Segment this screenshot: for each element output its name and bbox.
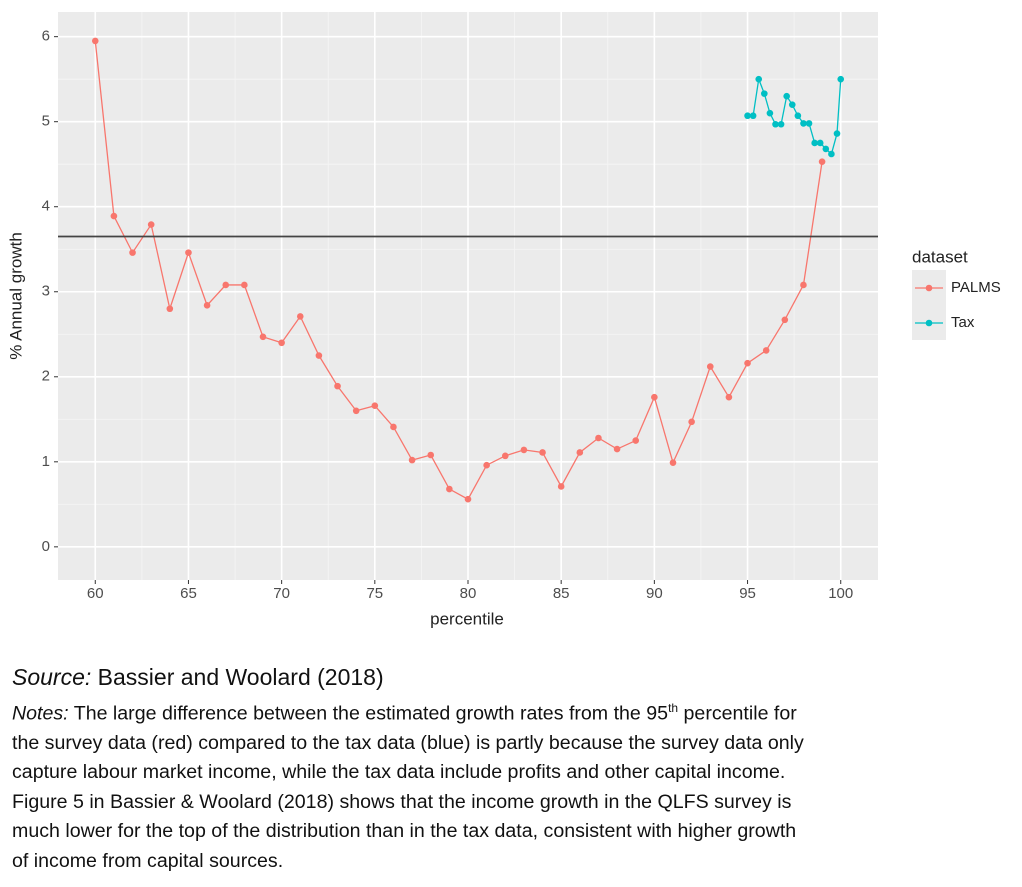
y-axis-label: % Annual growth xyxy=(6,232,25,360)
data-point xyxy=(259,333,267,341)
series-line xyxy=(94,40,823,501)
x-tick-label: 95 xyxy=(739,585,756,602)
x-tick-label: 70 xyxy=(273,585,290,602)
data-point xyxy=(520,446,528,454)
notes-superscript: th xyxy=(668,701,679,715)
y-tick-label: 3 xyxy=(42,283,50,300)
data-point xyxy=(783,92,790,100)
legend-swatch xyxy=(925,319,933,327)
data-point xyxy=(203,302,211,309)
data-point xyxy=(539,449,546,456)
legend-label: PALMS xyxy=(951,279,1001,296)
notes-line: the survey data (red) compared to the ta… xyxy=(12,731,804,754)
data-point xyxy=(166,305,174,313)
data-point xyxy=(427,451,435,459)
data-point xyxy=(110,212,118,220)
y-tick-label: 1 xyxy=(42,453,50,470)
data-point xyxy=(828,150,835,158)
source-text: Bassier and Woolard (2018) xyxy=(91,664,384,690)
data-point xyxy=(800,281,807,289)
x-axis-label: percentile xyxy=(430,609,504,628)
data-point xyxy=(446,485,453,493)
data-point xyxy=(91,37,99,45)
notes-line: Notes: The large difference between the … xyxy=(12,694,1017,729)
data-point xyxy=(595,434,602,442)
data-point xyxy=(800,120,807,127)
data-point xyxy=(772,120,779,128)
source-label: Source: xyxy=(12,664,92,690)
data-point xyxy=(788,101,796,108)
data-point xyxy=(777,120,785,128)
data-point xyxy=(129,249,136,256)
data-point xyxy=(822,145,830,153)
y-tick-label: 6 xyxy=(42,28,50,45)
x-tick-label: 85 xyxy=(553,585,570,602)
data-point xyxy=(794,112,802,120)
data-point xyxy=(147,221,155,228)
x-tick-label: 100 xyxy=(828,585,853,602)
chart: percentile % Annual growth dataset 60 65 7… xyxy=(6,12,1001,628)
notes-line: Figure 5 in Bassier & Woolard (2018) sho… xyxy=(12,790,792,813)
data-point xyxy=(833,130,841,137)
data-point xyxy=(781,316,789,324)
data-point xyxy=(296,313,304,320)
data-point xyxy=(688,418,695,426)
x-tick-label: 75 xyxy=(366,585,383,602)
data-point xyxy=(749,112,757,120)
data-point xyxy=(334,382,341,390)
data-point xyxy=(371,402,379,409)
data-point xyxy=(651,393,658,401)
notes-text: percentile for xyxy=(678,702,797,725)
data-point xyxy=(352,407,360,415)
data-point xyxy=(576,449,584,456)
notes-line: much lower for the top of the distributi… xyxy=(12,820,797,843)
data-point xyxy=(805,120,813,127)
data-point xyxy=(278,339,285,347)
data-point xyxy=(837,75,845,83)
x-tick-label: 60 xyxy=(87,585,104,602)
x-tick-label: 65 xyxy=(180,585,197,602)
data-point xyxy=(818,158,826,165)
notes-line: capture labour market income, while the … xyxy=(12,761,786,784)
data-point xyxy=(483,461,490,469)
data-point xyxy=(185,249,192,256)
legend-swatch xyxy=(925,284,933,292)
notes-text: The large difference between the estimat… xyxy=(68,702,669,725)
legend-label: Tax xyxy=(951,314,975,331)
data-point xyxy=(761,90,768,97)
data-point xyxy=(725,393,733,401)
data-point xyxy=(744,359,751,367)
data-point xyxy=(222,281,230,289)
data-point xyxy=(501,452,509,460)
caption: Source: Bassier and Woolard (2018) Notes… xyxy=(12,660,1017,876)
notes-body: the survey data (red) compared to the ta… xyxy=(12,729,1017,876)
source-line: Source: Bassier and Woolard (2018) xyxy=(12,660,1017,694)
notes-label: Notes: xyxy=(12,702,69,725)
y-tick-label: 5 xyxy=(42,113,50,130)
data-point xyxy=(816,139,824,147)
data-point xyxy=(766,109,774,117)
data-point xyxy=(762,347,770,354)
data-point xyxy=(464,495,472,503)
y-tick-label: 4 xyxy=(42,198,50,215)
y-tick-label: 2 xyxy=(42,368,50,385)
data-point xyxy=(241,281,248,289)
data-point xyxy=(557,483,565,490)
data-point xyxy=(315,352,323,359)
x-tick-label: 90 xyxy=(646,585,663,602)
legend-title: dataset xyxy=(912,247,968,266)
data-point xyxy=(811,139,818,147)
notes-line: of income from capital sources. xyxy=(12,849,284,872)
data-point xyxy=(755,75,763,83)
data-point xyxy=(706,363,714,370)
data-point xyxy=(408,456,416,464)
data-point xyxy=(669,459,677,466)
data-point xyxy=(390,423,397,431)
y-tick-label: 0 xyxy=(42,538,50,555)
data-point xyxy=(613,445,621,453)
data-point xyxy=(744,112,751,120)
x-tick-label: 80 xyxy=(460,585,477,602)
data-point xyxy=(632,437,640,444)
